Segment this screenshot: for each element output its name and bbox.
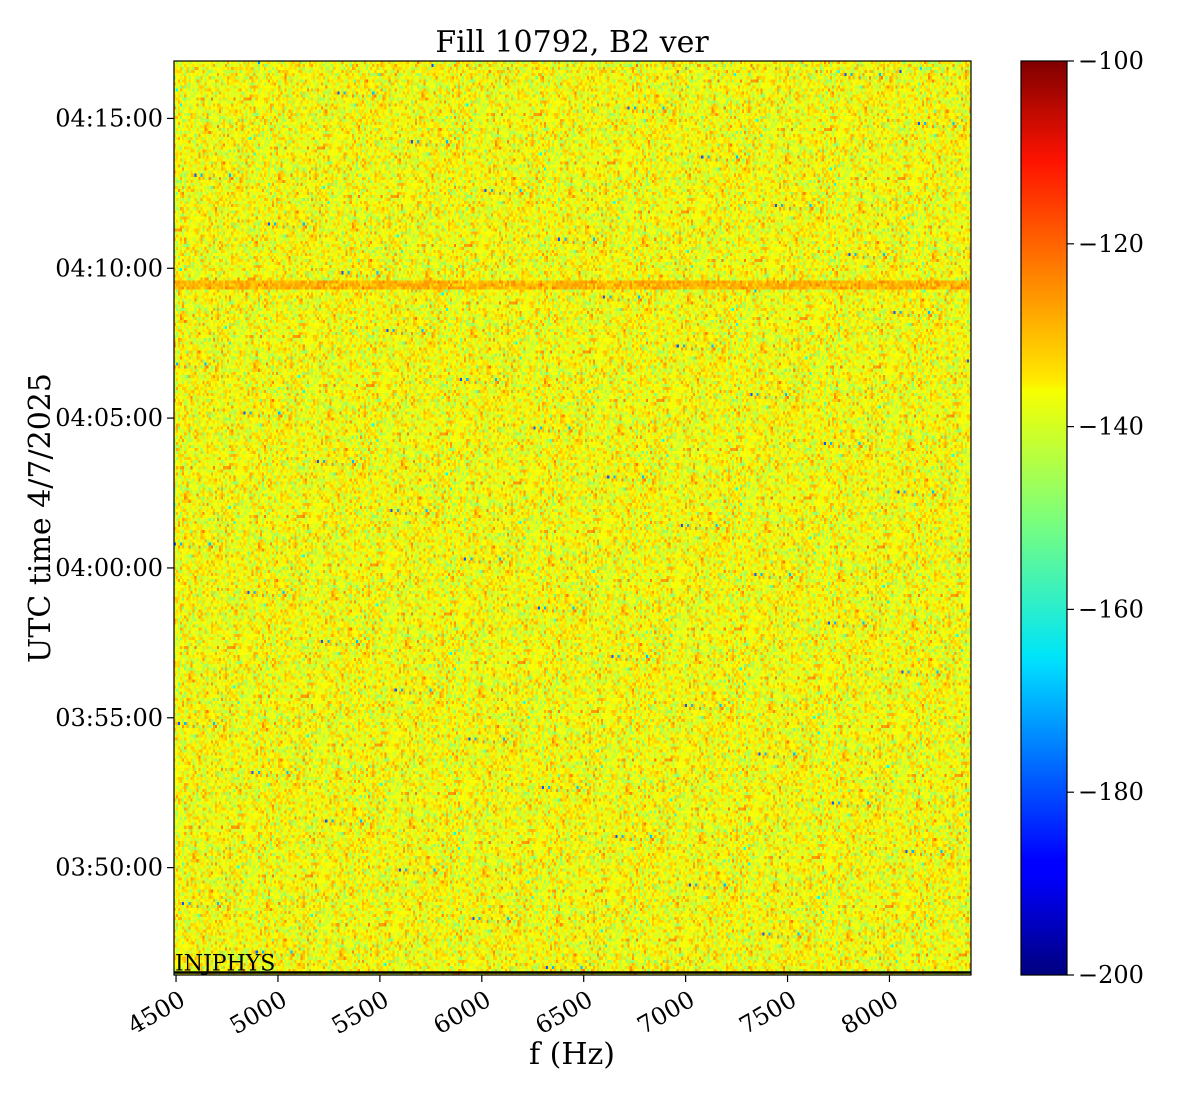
spectrogram-image (174, 61, 971, 975)
y-axis-title: UTC time 4/7/2025 (23, 373, 58, 663)
plot-frame (173, 60, 972, 976)
y-tick-label: 04:15:00 (55, 104, 163, 132)
colorbar-axis: −200 −180 −160 −140 −120 −100 (1067, 47, 1144, 989)
x-tick-label: 6500 (531, 985, 598, 1040)
y-tick-label: 04:00:00 (55, 554, 163, 582)
annotation-group: INJPHYS (174, 952, 971, 977)
x-axis: 4500 5000 5500 6000 6500 7000 7500 8000 (123, 975, 903, 1040)
colorbar-tick-label: −100 (1078, 47, 1144, 75)
y-tick-label: 04:10:00 (55, 254, 163, 282)
y-tick-label: 03:50:00 (55, 854, 163, 882)
colorbar-tick-label: −140 (1078, 413, 1144, 441)
annotation-label: INJPHYS (175, 952, 275, 977)
y-tick-label: 03:55:00 (55, 704, 163, 732)
x-tick-label: 7000 (633, 985, 700, 1040)
colorbar (1020, 60, 1068, 976)
colorbar-tick-label: −180 (1078, 778, 1144, 806)
heatmap-area (174, 61, 971, 975)
x-tick-label: 7500 (734, 985, 801, 1040)
x-tick-label: 6000 (429, 985, 496, 1040)
x-tick-label: 5500 (327, 985, 394, 1040)
y-tick-label: 04:05:00 (55, 404, 163, 432)
x-tick-label: 5000 (225, 985, 292, 1040)
colorbar-tick-label: −160 (1078, 595, 1144, 623)
x-tick-label: 8000 (836, 985, 903, 1040)
x-axis-title: f (Hz) (529, 1037, 615, 1072)
y-axis: 03:50:00 03:55:00 04:00:00 04:05:00 04:10:00… (55, 104, 174, 882)
colorbar-tick-label: −200 (1078, 961, 1144, 989)
colorbar-tick-label: −120 (1078, 230, 1144, 258)
chart-title: Fill 10792, B2 ver (435, 25, 709, 60)
x-tick-label: 4500 (123, 985, 190, 1040)
